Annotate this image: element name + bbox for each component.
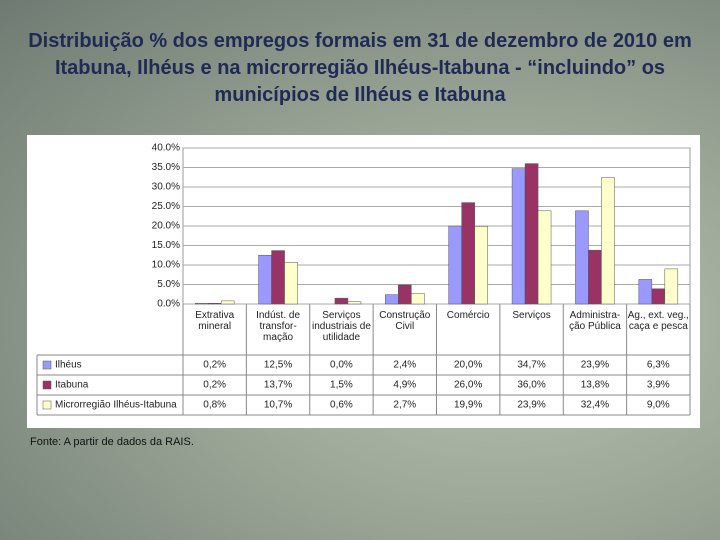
x-tick-label: Serviços industriais de utilidade xyxy=(311,310,371,343)
table-value: 36,0% xyxy=(517,380,545,391)
bar xyxy=(588,249,602,305)
y-tick-label: 20.0% xyxy=(152,221,180,232)
table-value: 0,2% xyxy=(203,380,226,391)
bar xyxy=(511,168,526,305)
legend-swatch xyxy=(42,400,52,410)
bar xyxy=(207,302,222,305)
bar xyxy=(284,262,298,305)
bar xyxy=(194,302,209,305)
table-value: 34,7% xyxy=(517,360,545,371)
table-value: 12,5% xyxy=(264,360,292,371)
bar xyxy=(220,300,235,305)
y-tick-label: 35.0% xyxy=(152,162,180,173)
table-value: 23,9% xyxy=(581,360,609,371)
bar xyxy=(347,301,362,305)
table-value: 13,8% xyxy=(581,380,609,391)
y-tick-label: 30.0% xyxy=(152,182,180,193)
bar xyxy=(638,279,653,305)
legend-label: Itabuna xyxy=(55,380,89,391)
table-value: 6,3% xyxy=(647,360,670,371)
table-value: 32,4% xyxy=(581,400,609,411)
x-tick-label: Indúst. de transfor-mação xyxy=(256,310,301,343)
y-tick-label: 10.0% xyxy=(152,260,180,271)
source-note: Fonte: A partir de dados da RAIS. xyxy=(30,436,194,448)
bar xyxy=(474,226,488,305)
legend-swatch xyxy=(42,380,52,390)
bar xyxy=(271,250,285,305)
table-value: 10,7% xyxy=(264,400,292,411)
x-tick-label: Serviços xyxy=(512,310,551,321)
table-value: 0,2% xyxy=(203,360,226,371)
table-value: 3,9% xyxy=(647,380,670,391)
x-tick-label: Extrativa mineral xyxy=(195,310,235,332)
table-value: 13,7% xyxy=(264,380,292,391)
table-value: 4,9% xyxy=(393,380,416,391)
bar xyxy=(461,202,475,305)
table-value: 20,0% xyxy=(454,360,482,371)
y-tick-label: 15.0% xyxy=(152,240,180,251)
x-tick-label: Administra-ção Pública xyxy=(569,310,621,332)
table-value: 9,0% xyxy=(647,400,670,411)
chart-title: Distribuição % dos empregos formais em 3… xyxy=(28,30,692,106)
bar xyxy=(664,268,679,305)
bar xyxy=(411,293,425,305)
y-tick-label: 5.0% xyxy=(157,279,180,290)
bar xyxy=(524,163,539,305)
table-value: 0,0% xyxy=(330,360,353,371)
bar xyxy=(537,210,552,305)
legend-swatch xyxy=(42,360,52,370)
bar xyxy=(258,255,272,305)
table-value: 26,0% xyxy=(454,380,482,391)
bar xyxy=(385,294,399,305)
x-tick-label: Comércio xyxy=(446,310,490,321)
table-value: 1,5% xyxy=(330,380,353,391)
bar xyxy=(398,284,412,305)
table-value: 23,9% xyxy=(517,400,545,411)
table-value: 0,6% xyxy=(330,400,353,411)
table-value: 0,8% xyxy=(203,400,226,411)
bar xyxy=(575,210,589,305)
y-tick-label: 0.0% xyxy=(157,299,180,310)
bar xyxy=(651,288,666,305)
y-tick-label: 25.0% xyxy=(152,201,180,212)
x-tick-label: Ag., ext. veg., caça e pesca xyxy=(627,310,689,332)
legend-label: Microrregião Ilhéus-Itabuna xyxy=(55,400,177,411)
x-tick-label: Construção Civil xyxy=(379,310,431,332)
bar xyxy=(601,177,615,305)
y-tick-label: 40.0% xyxy=(152,143,180,154)
table-value: 2,7% xyxy=(393,400,416,411)
table-value: 19,9% xyxy=(454,400,482,411)
bar xyxy=(448,225,462,305)
table-value: 2,4% xyxy=(393,360,416,371)
bar xyxy=(334,297,349,305)
legend-label: Ilhéus xyxy=(55,360,82,371)
